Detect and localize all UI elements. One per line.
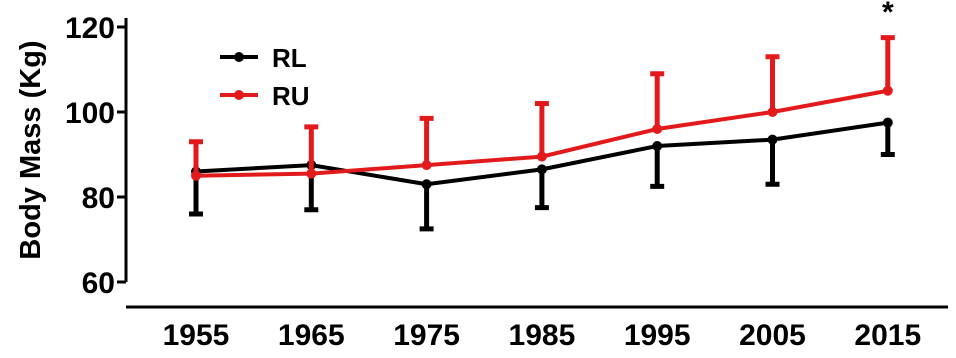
data-point bbox=[652, 124, 663, 134]
x-tick-label: 1955 bbox=[163, 319, 230, 352]
data-point bbox=[652, 141, 663, 151]
y-tick-label: 100 bbox=[65, 97, 115, 130]
y-tick-label: 80 bbox=[82, 182, 115, 215]
data-point bbox=[306, 168, 317, 179]
series-RU bbox=[189, 35, 895, 181]
y-tick-label: 120 bbox=[65, 12, 115, 45]
data-point bbox=[421, 160, 432, 171]
x-tick-label: 1995 bbox=[624, 319, 691, 352]
annotations: * bbox=[882, 0, 894, 29]
axes bbox=[117, 18, 948, 309]
x-tick-label: 2015 bbox=[854, 319, 921, 352]
data-point bbox=[536, 151, 547, 162]
legend-label: RL bbox=[272, 43, 307, 73]
legend-marker bbox=[234, 52, 244, 62]
data-point bbox=[191, 170, 201, 181]
series-layer bbox=[189, 35, 895, 232]
x-tick-label: 1985 bbox=[509, 319, 576, 352]
x-tick-label: 2005 bbox=[739, 319, 806, 352]
data-point bbox=[882, 85, 893, 96]
x-tick-label: 1965 bbox=[278, 319, 345, 352]
data-point bbox=[882, 117, 893, 128]
legend: RL RU bbox=[220, 43, 310, 111]
y-axis-title: Body Mass (Kg) bbox=[15, 40, 47, 259]
data-point bbox=[767, 107, 778, 117]
data-point bbox=[767, 134, 778, 145]
y-tick-label: 60 bbox=[82, 267, 115, 300]
legend-marker bbox=[234, 90, 244, 100]
data-point bbox=[536, 164, 547, 175]
tick-labels: 60 80 100 120 1955 1965 1975 1985 1995 2005 2015 bbox=[65, 12, 921, 352]
significance-marker: * bbox=[882, 0, 894, 29]
legend-label: RU bbox=[272, 81, 310, 111]
x-tick-label: 1975 bbox=[393, 319, 460, 352]
data-point bbox=[421, 179, 432, 190]
